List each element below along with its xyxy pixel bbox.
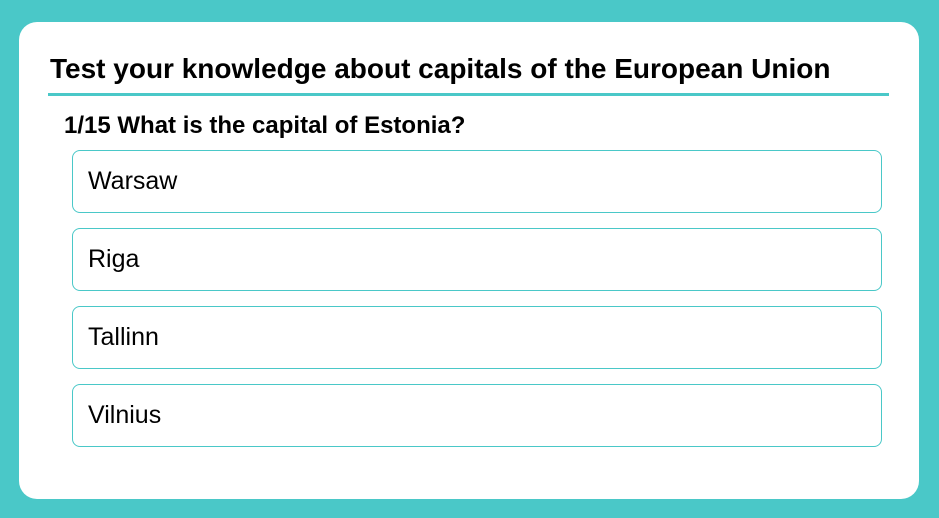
quiz-card: Test your knowledge about capitals of th… bbox=[19, 22, 919, 499]
answer-option-label: Vilnius bbox=[88, 401, 162, 429]
answer-option-label: Riga bbox=[88, 245, 140, 273]
answer-option-warsaw[interactable]: Warsaw bbox=[72, 150, 882, 213]
answer-options: Warsaw Riga Tallinn Vilnius bbox=[72, 150, 882, 462]
answer-option-riga[interactable]: Riga bbox=[72, 228, 882, 291]
title-divider bbox=[48, 93, 889, 96]
question-text: 1/15 What is the capital of Estonia? bbox=[64, 112, 466, 139]
answer-option-label: Tallinn bbox=[88, 323, 159, 351]
answer-option-label: Warsaw bbox=[88, 167, 178, 195]
answer-option-vilnius[interactable]: Vilnius bbox=[72, 384, 882, 447]
quiz-title: Test your knowledge about capitals of th… bbox=[50, 53, 831, 84]
answer-option-tallinn[interactable]: Tallinn bbox=[72, 306, 882, 369]
